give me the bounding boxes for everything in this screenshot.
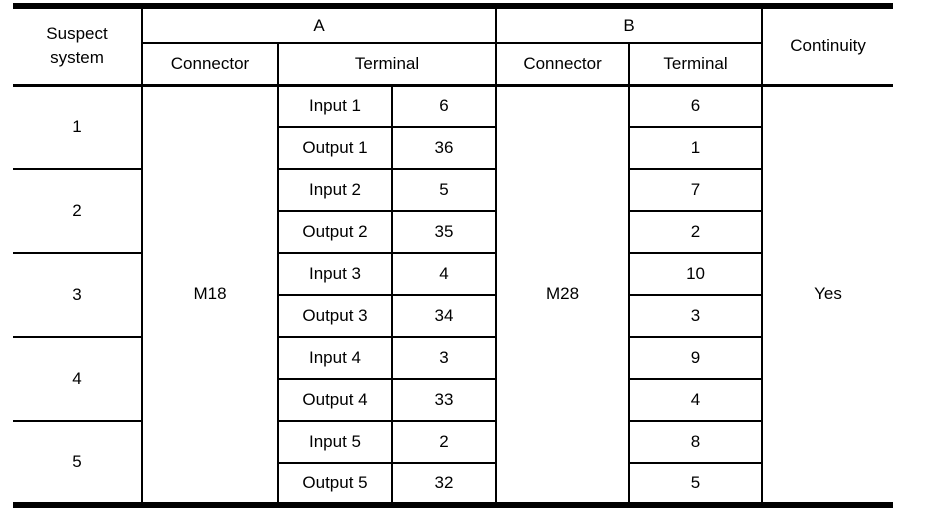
header-row-subcolumns: Connector Terminal Connector Terminal <box>13 42 893 87</box>
header-section-a: A <box>140 5 498 44</box>
a-connector-value: M18 <box>141 84 279 506</box>
a-terminal-label: Output 5 <box>277 462 393 506</box>
b-terminal-number: 4 <box>628 378 764 422</box>
header-a-connector: Connector <box>141 42 279 87</box>
a-terminal-label: Input 5 <box>277 420 393 464</box>
header-suspect-system: Suspect system <box>13 5 143 87</box>
header-a-terminal: Terminal <box>276 42 498 87</box>
a-terminal-label: Input 3 <box>277 252 393 296</box>
header-row-sections: Suspect system A B Continuity <box>13 5 894 87</box>
a-terminal-label: Input 2 <box>277 168 393 212</box>
a-terminal-number: 33 <box>390 378 498 422</box>
table-row: 5 Input 5 2 8 <box>13 420 893 506</box>
a-terminal-number: 2 <box>390 420 498 464</box>
a-terminal-label: Output 2 <box>277 210 393 254</box>
b-terminal-number: 2 <box>628 210 764 254</box>
b-terminal-number: 3 <box>628 294 764 338</box>
b-connector-value: M28 <box>495 84 631 506</box>
table-row: Output 5 32 5 <box>13 462 893 506</box>
b-terminal-number: 1 <box>628 126 764 170</box>
table-row: 2 Input 2 5 7 <box>13 168 893 254</box>
a-terminal-label: Output 4 <box>277 378 393 422</box>
continuity-check-table: Suspect system A B Continuity Connector … <box>13 3 894 508</box>
a-terminal-number: 32 <box>390 462 498 506</box>
suspect-system-4: 4 <box>13 336 143 422</box>
suspect-system-3: 3 <box>13 252 143 338</box>
table-row: Output 2 35 2 <box>13 210 893 254</box>
table-row: 1 M18 Input 1 6 M28 6 Yes <box>13 84 894 506</box>
table-row: Output 4 33 4 <box>13 378 893 422</box>
a-terminal-label: Input 1 <box>277 84 393 128</box>
header-b-connector: Connector <box>495 42 631 87</box>
suspect-system-1: 1 <box>13 84 143 170</box>
table-row: 3 Input 3 4 10 <box>13 252 893 338</box>
suspect-system-2: 2 <box>13 168 143 254</box>
continuity-value: Yes <box>761 84 894 506</box>
table-row: Output 3 34 3 <box>13 294 893 338</box>
a-terminal-number: 36 <box>390 126 498 170</box>
a-terminal-number: 5 <box>390 168 498 212</box>
table-row: Output 1 36 1 <box>13 126 893 170</box>
a-terminal-number: 4 <box>390 252 498 296</box>
a-terminal-number: 6 <box>390 84 498 128</box>
b-terminal-number: 5 <box>628 462 764 506</box>
b-terminal-number: 8 <box>628 420 764 464</box>
a-terminal-label: Output 3 <box>277 294 393 338</box>
a-terminal-label: Output 1 <box>277 126 393 170</box>
table-row: 4 Input 4 3 9 <box>13 336 893 422</box>
a-terminal-number: 34 <box>390 294 498 338</box>
b-terminal-number: 6 <box>628 84 764 128</box>
a-terminal-number: 3 <box>390 336 498 380</box>
a-terminal-number: 35 <box>390 210 498 254</box>
b-terminal-number: 7 <box>628 168 764 212</box>
a-terminal-label: Input 4 <box>277 336 393 380</box>
b-terminal-number: 10 <box>628 252 764 296</box>
b-terminal-number: 9 <box>628 336 764 380</box>
header-section-b: B <box>495 5 764 44</box>
suspect-system-5: 5 <box>13 420 143 506</box>
header-b-terminal: Terminal <box>628 42 764 87</box>
header-continuity: Continuity <box>761 5 894 87</box>
